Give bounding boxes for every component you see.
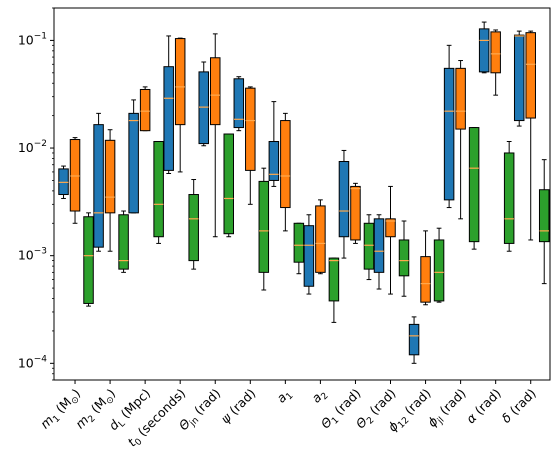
box-iqr <box>373 218 385 273</box>
box-13-series-0 <box>513 30 525 127</box>
box-0-series-2 <box>83 212 94 307</box>
box-1-series-0 <box>93 112 104 252</box>
box-8-series-0 <box>338 149 350 259</box>
box-iqr <box>525 32 536 119</box>
box-12-series-0 <box>478 21 490 74</box>
y-tick-label: 10−3 <box>18 247 47 263</box>
y-tick-label: 10−1 <box>18 31 47 47</box>
box-iqr <box>338 160 350 238</box>
box-iqr <box>315 205 326 273</box>
box-6-series-1 <box>280 112 291 232</box>
box-iqr <box>385 218 396 238</box>
box-1-series-1 <box>104 129 116 252</box>
box-9-series-0 <box>373 214 385 290</box>
box-iqr <box>139 88 151 132</box>
box-iqr <box>468 127 480 243</box>
box-iqr <box>363 222 375 270</box>
box-iqr <box>408 323 420 356</box>
box-iqr <box>420 256 431 303</box>
box-iqr <box>69 139 81 212</box>
box-9-series-2 <box>398 220 410 297</box>
box-5-series-1 <box>245 86 256 205</box>
box-iqr <box>443 67 455 201</box>
box-6-series-0 <box>268 101 280 187</box>
box-9-series-1 <box>385 185 396 295</box>
box-11-series-1 <box>455 60 466 220</box>
box-iqr <box>455 67 466 130</box>
box-iqr <box>433 239 445 302</box>
box-10-series-2 <box>433 227 445 303</box>
box-1-series-2 <box>118 210 129 273</box>
box-iqr <box>478 28 490 73</box>
box-iqr <box>118 214 129 270</box>
box-3-series-0 <box>163 35 174 175</box>
box-4-series-0 <box>198 61 209 147</box>
box-7-series-0 <box>303 214 315 295</box>
box-iqr <box>303 225 315 287</box>
box-iqr <box>233 78 245 129</box>
box-3-series-2 <box>188 179 199 270</box>
box-iqr <box>328 257 340 302</box>
box-13-series-2 <box>538 159 550 285</box>
box-iqr <box>174 38 186 126</box>
box-2-series-1 <box>139 86 151 132</box>
box-iqr <box>104 139 116 214</box>
box-iqr <box>245 87 256 171</box>
y-axis: 10−4 10−3 10−2 10−1 <box>18 7 54 381</box>
box-2-series-0 <box>128 99 139 214</box>
box-7-series-1 <box>315 199 326 275</box>
box-0-series-0 <box>58 165 69 199</box>
box-iqr <box>258 180 270 273</box>
axes-frame <box>53 7 551 381</box>
box-13-series-1 <box>525 30 536 241</box>
box-8-series-1 <box>350 182 361 244</box>
box-2-series-2 <box>153 141 164 244</box>
box-iqr <box>350 185 361 241</box>
box-iqr <box>268 141 280 181</box>
box-iqr <box>198 71 209 145</box>
box-5-series-0 <box>233 76 245 132</box>
box-iqr <box>293 222 305 263</box>
box-4-series-2 <box>223 133 234 238</box>
box-iqr <box>188 194 199 262</box>
box-5-series-2 <box>258 167 270 291</box>
box-3-series-1 <box>174 37 186 173</box>
box-12-series-2 <box>503 141 515 252</box>
box-iqr <box>538 189 550 243</box>
box-iqr <box>503 152 515 244</box>
box-iqr <box>153 141 164 238</box>
box-iqr <box>513 34 525 122</box>
y-tick-label: 10−2 <box>18 139 47 155</box>
box-11-series-0 <box>443 44 455 209</box>
box-4-series-1 <box>209 33 221 238</box>
box-iqr <box>280 120 291 209</box>
box-12-series-1 <box>490 29 501 96</box>
plot-area <box>58 21 550 364</box>
box-iqr <box>58 168 69 196</box>
box-8-series-2 <box>363 214 375 281</box>
box-iqr <box>490 31 501 74</box>
box-6-series-2 <box>293 222 305 275</box>
box-iqr <box>163 66 174 171</box>
box-7-series-2 <box>328 257 340 323</box>
box-11-series-2 <box>468 127 480 250</box>
box-iqr <box>128 112 139 214</box>
y-tick-label: 10−4 <box>18 354 47 370</box>
box-iqr <box>223 133 234 235</box>
box-10-series-1 <box>420 230 431 306</box>
box-iqr <box>398 239 410 277</box>
box-iqr <box>209 57 221 126</box>
box-0-series-1 <box>69 137 81 224</box>
box-iqr <box>83 216 94 304</box>
box-10-series-0 <box>408 316 420 364</box>
box-iqr <box>93 124 104 248</box>
